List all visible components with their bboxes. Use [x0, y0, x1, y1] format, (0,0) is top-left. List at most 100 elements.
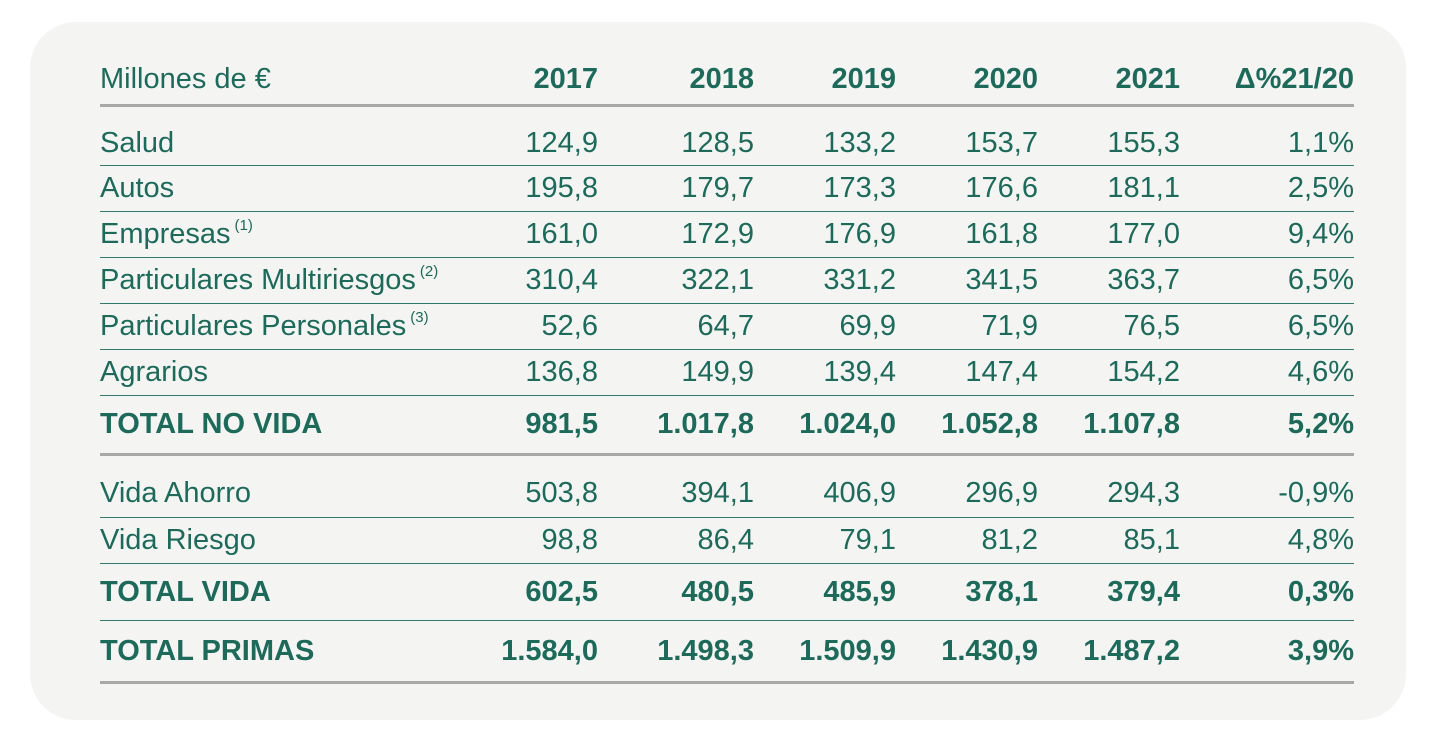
cell-2020: 147,4 [896, 349, 1038, 396]
cell-delta: 6,5% [1180, 303, 1354, 350]
cell-delta: -0,9% [1180, 454, 1354, 518]
cell-2019: 331,2 [754, 257, 896, 304]
row-label-cell: Empresas (1) [100, 211, 492, 258]
table-row: Particulares Personales (3) 52,6 64,7 69,… [100, 303, 1354, 350]
cell-2021: 85,1 [1038, 517, 1180, 564]
cell-2018: 480,5 [598, 563, 754, 621]
cell-2017: 124,9 [492, 105, 598, 166]
footnote-marker: (1) [234, 217, 253, 234]
cell-2020: 1.430,9 [896, 620, 1038, 684]
table-row: Empresas (1) 161,0 172,9 176,9 161,8 177,… [100, 211, 1354, 258]
cell-2019: 139,4 [754, 349, 896, 396]
row-label: Vida Ahorro [100, 454, 492, 518]
cell-2018: 394,1 [598, 454, 754, 518]
table-row: Particulares Multiriesgos (2) 310,4 322,1… [100, 257, 1354, 304]
header-year-2019: 2019 [754, 54, 896, 107]
table-row: Agrarios 136,8 149,9 139,4 147,4 154,2 4… [100, 349, 1354, 396]
total-row-primas: TOTAL PRIMAS 1.584,0 1.498,3 1.509,9 1.4… [100, 620, 1354, 684]
cell-2021: 1.487,2 [1038, 620, 1180, 684]
header-year-2021: 2021 [1038, 54, 1180, 107]
cell-2018: 322,1 [598, 257, 754, 304]
cell-delta: 2,5% [1180, 165, 1354, 212]
cell-2017: 503,8 [492, 454, 598, 518]
total-row-no-vida: TOTAL NO VIDA 981,5 1.017,8 1.024,0 1.05… [100, 395, 1354, 456]
cell-2021: 294,3 [1038, 454, 1180, 518]
cell-2018: 172,9 [598, 211, 754, 258]
total-row-vida: TOTAL VIDA 602,5 480,5 485,9 378,1 379,4… [100, 563, 1354, 621]
header-row: Millones de € 2017 2018 2019 2020 2021 Δ… [100, 54, 1354, 107]
header-year-2020: 2020 [896, 54, 1038, 107]
table-body: Salud 124,9 128,5 133,2 153,7 155,3 1,1%… [100, 105, 1354, 684]
cell-2021: 181,1 [1038, 165, 1180, 212]
cell-2019: 1.509,9 [754, 620, 896, 684]
cell-2018: 179,7 [598, 165, 754, 212]
cell-delta: 5,2% [1180, 395, 1354, 456]
premiums-table: Millones de € 2017 2018 2019 2020 2021 Δ… [100, 54, 1354, 684]
cell-delta: 6,5% [1180, 257, 1354, 304]
cell-2020: 153,7 [896, 105, 1038, 166]
cell-2021: 363,7 [1038, 257, 1180, 304]
cell-delta: 3,9% [1180, 620, 1354, 684]
row-label: Vida Riesgo [100, 517, 492, 564]
cell-2021: 154,2 [1038, 349, 1180, 396]
cell-2020: 176,6 [896, 165, 1038, 212]
cell-2017: 981,5 [492, 395, 598, 456]
cell-2020: 161,8 [896, 211, 1038, 258]
table-row: Salud 124,9 128,5 133,2 153,7 155,3 1,1% [100, 105, 1354, 166]
row-label: Particulares Multiriesgos [100, 264, 416, 296]
row-label: Empresas [100, 218, 231, 250]
cell-delta: 4,8% [1180, 517, 1354, 564]
cell-2021: 177,0 [1038, 211, 1180, 258]
table-row: Vida Ahorro 503,8 394,1 406,9 296,9 294,… [100, 454, 1354, 518]
footnote-marker: (2) [419, 263, 439, 280]
header-delta: Δ%21/20 [1180, 54, 1354, 107]
cell-2018: 128,5 [598, 105, 754, 166]
cell-2020: 71,9 [896, 303, 1038, 350]
cell-2020: 341,5 [896, 257, 1038, 304]
cell-2018: 149,9 [598, 349, 754, 396]
cell-2018: 1.017,8 [598, 395, 754, 456]
footnote-marker: (3) [410, 309, 429, 326]
cell-delta: 4,6% [1180, 349, 1354, 396]
row-label-cell: Particulares Personales (3) [100, 303, 492, 350]
cell-delta: 0,3% [1180, 563, 1354, 621]
header-units: Millones de € [100, 54, 492, 107]
cell-2019: 69,9 [754, 303, 896, 350]
header-year-2017: 2017 [492, 54, 598, 107]
table-row: Vida Riesgo 98,8 86,4 79,1 81,2 85,1 4,8… [100, 517, 1354, 564]
cell-2019: 79,1 [754, 517, 896, 564]
cell-2019: 176,9 [754, 211, 896, 258]
row-label: Autos [100, 165, 492, 212]
cell-2021: 379,4 [1038, 563, 1180, 621]
cell-2017: 310,4 [492, 257, 598, 304]
cell-delta: 9,4% [1180, 211, 1354, 258]
cell-2020: 1.052,8 [896, 395, 1038, 456]
cell-2021: 76,5 [1038, 303, 1180, 350]
row-label: Agrarios [100, 349, 492, 396]
row-label: TOTAL PRIMAS [100, 620, 492, 684]
row-label: Salud [100, 105, 492, 166]
cell-2017: 52,6 [492, 303, 598, 350]
row-label-cell: Particulares Multiriesgos (2) [100, 257, 492, 304]
cell-2017: 1.584,0 [492, 620, 598, 684]
cell-2020: 296,9 [896, 454, 1038, 518]
cell-2018: 64,7 [598, 303, 754, 350]
header-year-2018: 2018 [598, 54, 754, 107]
cell-2017: 98,8 [492, 517, 598, 564]
table-header: Millones de € 2017 2018 2019 2020 2021 Δ… [100, 54, 1354, 107]
cell-2018: 1.498,3 [598, 620, 754, 684]
row-label: TOTAL NO VIDA [100, 395, 492, 456]
cell-2021: 1.107,8 [1038, 395, 1180, 456]
row-label: Particulares Personales [100, 310, 407, 342]
cell-2020: 81,2 [896, 517, 1038, 564]
cell-2018: 86,4 [598, 517, 754, 564]
cell-2017: 136,8 [492, 349, 598, 396]
table-row: Autos 195,8 179,7 173,3 176,6 181,1 2,5% [100, 165, 1354, 212]
cell-2017: 161,0 [492, 211, 598, 258]
cell-2021: 155,3 [1038, 105, 1180, 166]
row-label: TOTAL VIDA [100, 563, 492, 621]
cell-2019: 485,9 [754, 563, 896, 621]
cell-delta: 1,1% [1180, 105, 1354, 166]
cell-2017: 602,5 [492, 563, 598, 621]
cell-2019: 406,9 [754, 454, 896, 518]
